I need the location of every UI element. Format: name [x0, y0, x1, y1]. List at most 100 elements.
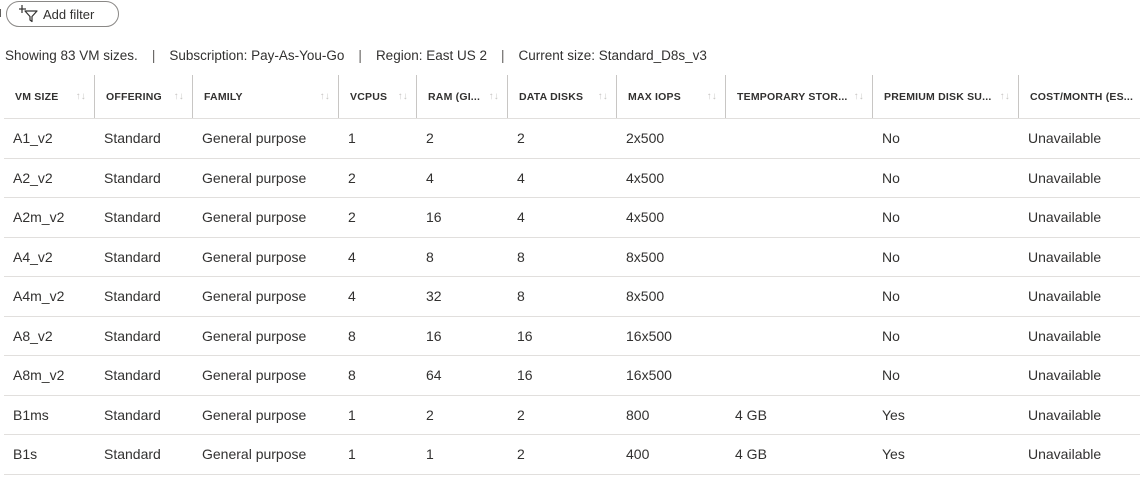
sort-icon: ↑↓ — [397, 91, 408, 102]
cell-cost-month: Unavailable — [1028, 169, 1102, 186]
cell-cost-month: Unavailable — [1028, 406, 1102, 423]
cell-max-iops: 400 — [626, 446, 650, 463]
cell-temporary-storage — [726, 198, 873, 237]
region-text: Region: East US 2 — [375, 47, 487, 63]
column-header-offering[interactable]: OFFERING ↑↓ — [95, 75, 193, 118]
table-row[interactable]: A4m_v2 Standard General purpose 4 32 8 8… — [4, 277, 1140, 317]
cell-vcpus: 2 — [348, 169, 356, 186]
column-header-premium-disk-support[interactable]: PREMIUM DISK SU... ↑↓ — [873, 75, 1019, 118]
add-filter-label: Add filter — [43, 6, 95, 22]
cell-vcpus: 4 — [348, 288, 356, 305]
table-header: VM SIZE ↑↓ OFFERING ↑↓ FAMILY ↑↓ VCPUS ↑↓ RA… — [4, 75, 1140, 119]
cell-max-iops: 8x500 — [626, 288, 665, 305]
cell-offering: Standard — [104, 248, 161, 265]
cell-premium-disk-support: Yes — [882, 446, 905, 463]
cell-premium-disk-support: No — [882, 169, 900, 186]
cell-temporary-storage — [726, 238, 873, 277]
table-row[interactable]: A2_v2 Standard General purpose 2 4 4 4x5… — [4, 159, 1140, 198]
cell-ram: 32 — [426, 288, 442, 305]
cell-offering: Standard — [104, 288, 161, 305]
cell-data-disks: 2 — [517, 130, 525, 147]
cell-vcpus: 1 — [348, 130, 356, 147]
cell-cost-month: Unavailable — [1028, 446, 1102, 463]
cell-vm-size: A4_v2 — [13, 248, 53, 265]
cell-ram: 2 — [426, 130, 434, 147]
sort-icon: ↑↓ — [597, 91, 608, 102]
cell-offering: Standard — [104, 327, 161, 344]
cell-cost-month: Unavailable — [1028, 288, 1102, 305]
cell-data-disks: 4 — [517, 169, 525, 186]
column-header-cost-month[interactable]: COST/MONTH (ES... — [1019, 75, 1140, 118]
table-row[interactable]: A8m_v2 Standard General purpose 8 64 16 … — [4, 356, 1140, 396]
column-header-vm-size[interactable]: VM SIZE ↑↓ — [4, 75, 95, 118]
cell-vcpus: 2 — [348, 209, 356, 226]
cell-temporary-storage: 4 GB — [735, 446, 767, 463]
column-header-max-iops[interactable]: MAX IOPS ↑↓ — [617, 75, 726, 118]
current-size-text: Current size: Standard_D8s_v3 — [518, 47, 707, 63]
cell-offering: Standard — [104, 130, 161, 147]
cell-temporary-storage — [726, 159, 873, 198]
cell-offering: Standard — [104, 209, 161, 226]
table-row[interactable]: A4_v2 Standard General purpose 4 8 8 8x5… — [4, 238, 1140, 277]
cell-vcpus: 8 — [348, 367, 356, 384]
column-header-label: DATA DISKS — [519, 90, 584, 103]
cell-vm-size: A2m_v2 — [13, 209, 65, 226]
cell-vm-size: A1_v2 — [13, 130, 53, 147]
cell-temporary-storage — [726, 317, 873, 356]
cell-data-disks: 2 — [517, 406, 525, 423]
cell-premium-disk-support: No — [882, 248, 900, 265]
sort-icon: ↑↓ — [999, 91, 1010, 102]
summary-separator: | — [501, 47, 505, 63]
column-header-temporary-storage[interactable]: TEMPORARY STOR... ↑↓ — [726, 75, 873, 118]
cell-ram: 16 — [426, 327, 442, 344]
cell-family: General purpose — [202, 367, 307, 384]
cell-family: General purpose — [202, 288, 307, 305]
column-header-label: TEMPORARY STOR... — [737, 90, 848, 103]
cell-data-disks: 8 — [517, 248, 525, 265]
cell-offering: Standard — [104, 367, 161, 384]
column-header-label: VM SIZE — [15, 90, 59, 103]
cell-cost-month: Unavailable — [1028, 367, 1102, 384]
cell-max-iops: 800 — [626, 406, 650, 423]
cell-premium-disk-support: No — [882, 288, 900, 305]
cell-max-iops: 4x500 — [626, 169, 665, 186]
cell-vm-size: B1ms — [13, 406, 49, 423]
cell-ram: 2 — [426, 406, 434, 423]
sort-icon: ↑↓ — [488, 91, 499, 102]
cell-vm-size: B1s — [13, 446, 38, 463]
column-header-label: RAM (GI... — [428, 90, 481, 103]
cell-temporary-storage — [726, 277, 873, 316]
column-header-label: PREMIUM DISK SU... — [884, 90, 992, 103]
cell-family: General purpose — [202, 446, 307, 463]
table-row[interactable]: A2m_v2 Standard General purpose 2 16 4 4… — [4, 198, 1140, 238]
cell-vcpus: 1 — [348, 406, 356, 423]
column-header-ram[interactable]: RAM (GI... ↑↓ — [417, 75, 508, 118]
left-edge-glyph — [0, 9, 4, 17]
cell-cost-month: Unavailable — [1028, 248, 1102, 265]
cell-family: General purpose — [202, 209, 307, 226]
column-header-label: FAMILY — [204, 90, 243, 103]
column-header-family[interactable]: FAMILY ↑↓ — [193, 75, 339, 118]
cell-ram: 4 — [426, 169, 434, 186]
cell-offering: Standard — [104, 169, 161, 186]
table-row[interactable]: A1_v2 Standard General purpose 1 2 2 2x5… — [4, 119, 1140, 159]
cell-vm-size: A4m_v2 — [13, 288, 65, 305]
cell-ram: 64 — [426, 367, 442, 384]
cell-max-iops: 2x500 — [626, 130, 665, 147]
column-header-vcpus[interactable]: VCPUS ↑↓ — [339, 75, 417, 118]
table-row[interactable]: B1ms Standard General purpose 1 2 2 800 … — [4, 396, 1140, 435]
table-row[interactable]: A8_v2 Standard General purpose 8 16 16 1… — [4, 317, 1140, 356]
column-header-data-disks[interactable]: DATA DISKS ↑↓ — [508, 75, 617, 118]
cell-vcpus: 8 — [348, 327, 356, 344]
subscription-text: Subscription: Pay-As-You-Go — [169, 47, 345, 63]
cell-data-disks: 16 — [517, 367, 533, 384]
cell-cost-month: Unavailable — [1028, 327, 1102, 344]
sort-icon: ↑↓ — [173, 91, 184, 102]
add-filter-button[interactable]: Add filter — [6, 1, 119, 27]
table-row[interactable]: B1s Standard General purpose 1 1 2 400 4… — [4, 435, 1140, 475]
cell-premium-disk-support: No — [882, 130, 900, 147]
cell-premium-disk-support: Yes — [882, 406, 905, 423]
cell-max-iops: 8x500 — [626, 248, 665, 265]
cell-ram: 16 — [426, 209, 442, 226]
